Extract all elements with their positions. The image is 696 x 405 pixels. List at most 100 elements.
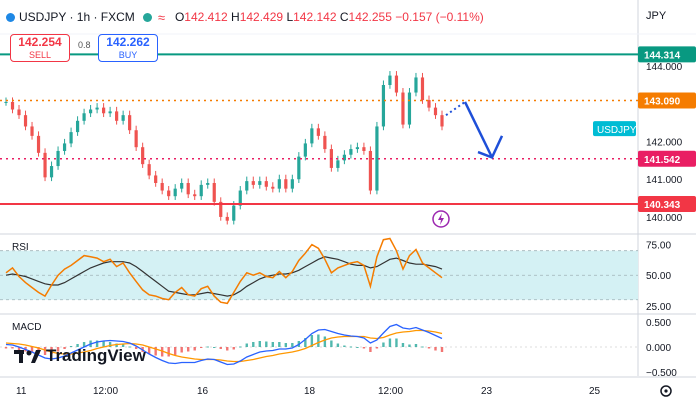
- candle: [17, 109, 21, 116]
- candle: [193, 194, 197, 197]
- forecast-arrow-head: [477, 135, 504, 159]
- time-tick-label: 18: [304, 386, 316, 397]
- sell-button[interactable]: 142.254 SELL: [10, 34, 70, 62]
- macd-histogram-bar: [82, 342, 86, 347]
- candle: [290, 179, 294, 189]
- macd-tick-label: −0.500: [646, 368, 677, 379]
- candle: [82, 113, 86, 121]
- symbol-title: USDJPY · 1h · FXCM: [19, 10, 135, 24]
- macd-histogram-bar: [323, 336, 327, 347]
- candle: [62, 143, 67, 151]
- candle: [115, 111, 119, 121]
- symbol-logo-icon: [6, 12, 15, 22]
- current-price-label: 143.090: [644, 96, 681, 107]
- candle: [381, 85, 386, 127]
- macd-histogram-bar: [154, 347, 157, 356]
- candle: [277, 179, 281, 189]
- macd-histogram-bar: [121, 344, 125, 347]
- macd-histogram-bar: [200, 347, 203, 348]
- macd-histogram-bar: [115, 343, 118, 347]
- time-tick-label: 12:00: [93, 386, 118, 397]
- candle: [102, 107, 106, 114]
- ohlc-high: 142.429: [239, 10, 284, 24]
- macd-histogram-bar: [349, 346, 353, 348]
- macd-histogram-bar: [11, 347, 14, 349]
- macd-histogram-bar: [134, 347, 138, 349]
- macd-tick-label: 0.500: [646, 318, 671, 329]
- time-tick-label: 23: [481, 386, 493, 397]
- rsi-tick-label: 25.00: [646, 302, 671, 313]
- macd-histogram-bar: [388, 338, 392, 347]
- candle: [368, 150, 373, 191]
- candle: [23, 115, 28, 127]
- candle: [440, 115, 444, 127]
- rsi-ma-line: [5, 256, 443, 297]
- symbol-label-box: [593, 121, 636, 137]
- market-status-icon[interactable]: [142, 12, 152, 22]
- candle: [323, 135, 327, 150]
- candle: [414, 77, 418, 93]
- price-tick-label: 141.000: [646, 175, 683, 186]
- candle: [420, 77, 425, 101]
- macd-histogram-bar: [128, 346, 131, 348]
- macd-histogram-bar: [343, 345, 346, 347]
- ohlc-h-label: H: [231, 10, 240, 24]
- candle: [388, 75, 392, 85]
- macd-histogram-bar: [219, 347, 222, 349]
- candle: [141, 147, 145, 165]
- macd-title[interactable]: MACD: [12, 322, 42, 333]
- candle: [147, 164, 151, 176]
- candle: [355, 147, 360, 150]
- macd-histogram-bar: [304, 338, 307, 347]
- lightning-icon[interactable]: [432, 210, 450, 228]
- price-tick-label: 144.000: [646, 62, 683, 73]
- macd-histogram-bar: [258, 341, 261, 347]
- candle: [10, 101, 15, 110]
- currency-selector[interactable]: JPY: [646, 10, 667, 22]
- macd-histogram-bar: [56, 347, 60, 352]
- settings-gear-icon[interactable]: [660, 385, 672, 397]
- tradingview-watermark: TradingView: [14, 346, 146, 366]
- candle: [199, 184, 203, 197]
- candle: [206, 183, 210, 185]
- candle: [316, 128, 320, 136]
- macd-histogram-bar: [284, 343, 288, 347]
- support-price-tag: [638, 195, 696, 212]
- candle: [43, 152, 47, 178]
- ohlc-open: 142.412: [184, 10, 228, 24]
- buy-button[interactable]: 142.262 BUY: [98, 34, 158, 62]
- candle: [264, 181, 268, 187]
- rsi-tick-label: 50.00: [646, 271, 671, 282]
- macd-histogram-bar: [232, 347, 235, 350]
- candle: [297, 156, 301, 180]
- ohlc-o-label: O: [174, 10, 185, 24]
- candle: [160, 183, 164, 191]
- chart-header: USDJPY · 1h · FXCM ≈ O142.412 H142.429 L…: [0, 0, 484, 34]
- macd-histogram-bar: [43, 347, 47, 355]
- macd-histogram-bar: [206, 346, 209, 348]
- candle: [394, 75, 399, 93]
- time-tick-label: 16: [197, 386, 209, 397]
- macd-histogram-bar: [108, 342, 112, 347]
- macd-histogram-bar: [95, 340, 99, 347]
- rsi-title[interactable]: RSI: [12, 242, 29, 253]
- candle: [4, 101, 8, 103]
- time-tick-label: 25: [589, 386, 601, 397]
- ohlc-close: 142.255: [348, 10, 392, 24]
- macd-histogram-bar: [427, 347, 431, 349]
- symbol-info[interactable]: USDJPY · 1h · FXCM: [6, 10, 135, 24]
- symbol-label-text: USDJPY: [597, 125, 637, 136]
- candle: [56, 150, 60, 167]
- macd-histogram-bar: [401, 343, 405, 347]
- candle: [342, 154, 346, 161]
- macd-line: [5, 323, 443, 366]
- macd-histogram-bar: [408, 344, 411, 347]
- macd-histogram-bar: [330, 340, 333, 347]
- candle: [88, 109, 93, 114]
- candle: [180, 183, 184, 189]
- wave-icon[interactable]: ≈: [157, 9, 165, 25]
- candle: [245, 181, 249, 191]
- candle: [219, 201, 223, 217]
- macd-histogram-bar: [271, 342, 275, 347]
